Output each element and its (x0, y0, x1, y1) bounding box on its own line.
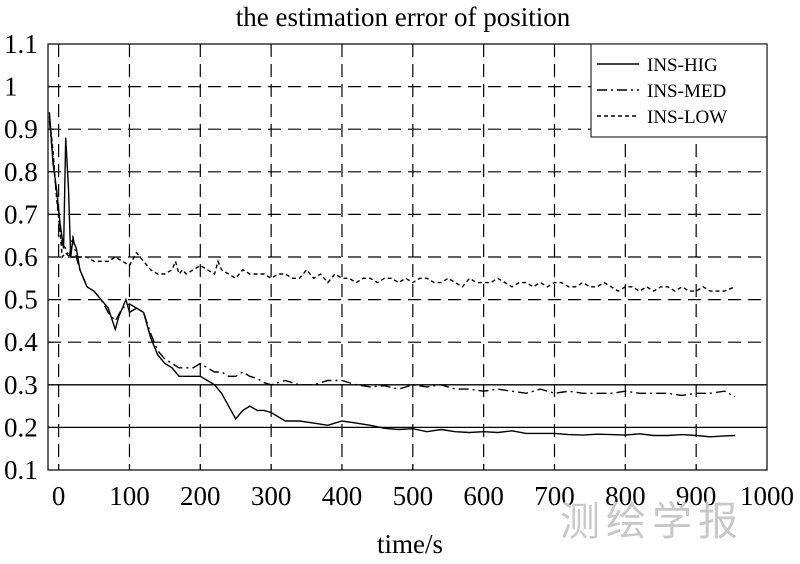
legend-label-ins-hig: INS-HIG (647, 55, 718, 76)
y-tick-label: 0.2 (4, 412, 38, 442)
x-tick-label: 1000 (740, 481, 794, 511)
x-tick-label: 300 (251, 481, 292, 511)
x-tick-label: 700 (534, 481, 575, 511)
y-tick-label: 0.8 (4, 157, 38, 187)
legend-label-ins-low: INS-LOW (647, 107, 727, 128)
watermark-text: 测绘学报 (560, 499, 744, 545)
y-tick-label: 0.7 (4, 199, 38, 229)
y-tick-label: 1 (4, 72, 18, 102)
x-tick-label: 600 (463, 481, 504, 511)
reference-lines (48, 384, 767, 429)
x-tick-label: 800 (605, 481, 646, 511)
y-tick-label: 0.3 (4, 370, 38, 400)
y-tick-label: 0.9 (4, 114, 38, 144)
y-tick-label: 1.1 (4, 29, 38, 59)
series-lines (48, 112, 736, 438)
x-tick-label: 100 (109, 481, 150, 511)
axis-ticks: 0 100 200 300 400 500 600 700 800 900 1000 0.1 0.2 0.… (4, 29, 794, 511)
x-tick-label: 0 (52, 481, 66, 511)
y-tick-label: 0.5 (4, 285, 38, 315)
x-tick-label: 500 (393, 481, 434, 511)
chart-title: the estimation error of position (236, 2, 571, 32)
x-tick-label: 900 (676, 481, 717, 511)
x-tick-label: 400 (322, 481, 363, 511)
x-axis-label: time/s (377, 529, 443, 559)
series-line-ins-med (48, 120, 736, 398)
series-line-ins-low (48, 116, 736, 292)
x-tick-label: 200 (180, 481, 221, 511)
series-line-ins-hig (48, 112, 736, 438)
legend: INS-HIG INS-MED INS-LOW (590, 43, 768, 138)
y-tick-label: 0.4 (4, 327, 38, 357)
y-tick-label: 0.6 (4, 242, 38, 272)
legend-label-ins-med: INS-MED (647, 81, 726, 102)
y-tick-label: 0.1 (4, 455, 38, 485)
